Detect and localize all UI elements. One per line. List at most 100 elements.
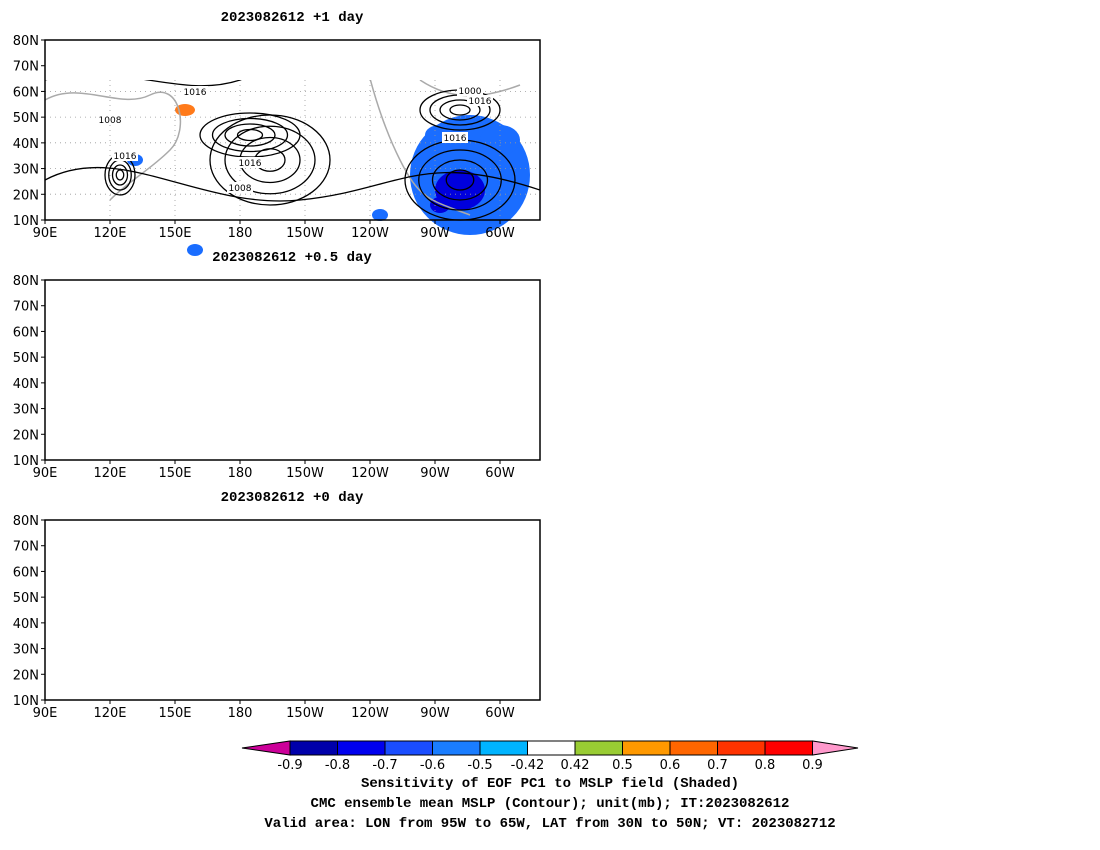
strong-positive-area bbox=[145, 588, 175, 612]
lon-tick-label: 90W bbox=[420, 466, 450, 481]
contour-label: 1016 bbox=[444, 134, 467, 144]
contour-label-bg bbox=[421, 610, 447, 621]
lon-tick-label: 90E bbox=[33, 226, 58, 241]
isobar bbox=[385, 586, 415, 624]
graticule bbox=[45, 520, 540, 700]
lat-tick-label: 30N bbox=[13, 403, 39, 418]
lon-tick-label: 180 bbox=[228, 226, 253, 241]
lon-tick-label: 150E bbox=[158, 466, 191, 481]
positive-sensitivity-area bbox=[365, 439, 375, 447]
mslp-contours bbox=[45, 290, 540, 445]
lat-tick-label: 40N bbox=[13, 137, 39, 152]
caption-line-1: Sensitivity of EOF PC1 to MSLP field (Sh… bbox=[360, 776, 740, 792]
contour-label-bg bbox=[97, 114, 123, 125]
contour-label: 1016 bbox=[307, 317, 330, 327]
map-panel-3: 2023082612 +0 day10161016100810001008100… bbox=[13, 490, 541, 721]
isobar bbox=[55, 350, 85, 380]
panel-title: 2023082612 +1 day bbox=[221, 10, 364, 26]
isobar bbox=[45, 648, 540, 681]
contour-label-bg bbox=[467, 95, 493, 106]
colorbar-bin bbox=[479, 740, 528, 756]
isobar bbox=[248, 546, 293, 614]
contour-label-bg bbox=[412, 563, 438, 574]
contour-label: 1008 bbox=[414, 565, 437, 575]
colorbar-bin bbox=[622, 740, 671, 756]
contour-label: 1016 bbox=[189, 341, 212, 351]
negative-sensitivity-area bbox=[284, 560, 296, 570]
lon-tick-label: 60W bbox=[485, 706, 515, 721]
isobar bbox=[59, 354, 82, 377]
strong-positive-area bbox=[167, 580, 183, 590]
contour-label-bg bbox=[344, 541, 370, 552]
isobar bbox=[415, 290, 495, 330]
isobar bbox=[445, 305, 465, 315]
strong-positive-area bbox=[174, 350, 186, 360]
contour-label-bg bbox=[402, 557, 428, 568]
contour-label-bg bbox=[337, 80, 363, 82]
isobar bbox=[449, 104, 471, 116]
contour-label-bg bbox=[112, 150, 138, 161]
contour-label-bg bbox=[182, 86, 208, 97]
lon-tick-label: 150W bbox=[286, 466, 324, 481]
isobar bbox=[410, 355, 510, 445]
lat-tick-label: 60N bbox=[13, 565, 39, 580]
lat-tick-label: 40N bbox=[13, 617, 39, 632]
contour-label: 1008 bbox=[414, 333, 437, 343]
colorbar-under-triangle bbox=[241, 740, 291, 756]
isobar bbox=[260, 383, 280, 398]
isobar bbox=[431, 159, 489, 201]
contour-label-bg bbox=[127, 339, 153, 350]
lon-tick-label: 120W bbox=[351, 226, 389, 241]
coastline bbox=[45, 280, 520, 455]
contour-label: 1008 bbox=[432, 373, 455, 383]
contour-label: 1008 bbox=[259, 602, 282, 612]
isobar bbox=[240, 535, 300, 625]
colorbar-tick-label: 0.7 bbox=[707, 758, 728, 773]
caption-line-2: CMC ensemble mean MSLP (Contour); unit(m… bbox=[310, 796, 790, 812]
colorbar-tick-label: -0.8 bbox=[325, 758, 350, 773]
isobar bbox=[444, 541, 467, 550]
colorbar-tick-label: 0.6 bbox=[660, 758, 681, 773]
map-panel-2: 2023082612 +0.5 day 1008 1016 1016 1008 1016 1… bbox=[13, 250, 541, 481]
isobar bbox=[423, 366, 498, 434]
lon-tick-label: 180 bbox=[228, 466, 253, 481]
lat-tick-label: 20N bbox=[13, 428, 39, 443]
isobar bbox=[380, 580, 420, 630]
lat-tick-label: 50N bbox=[13, 591, 39, 606]
isobar bbox=[250, 375, 290, 405]
isobar bbox=[63, 358, 78, 373]
contour-label: 1016 bbox=[469, 97, 492, 107]
lat-tick-label: 30N bbox=[13, 163, 39, 178]
contour-label-bg bbox=[122, 638, 148, 649]
lat-tick-label: 10N bbox=[13, 694, 39, 709]
colorbar-tick-label: -0.5 bbox=[467, 758, 492, 773]
isobar bbox=[45, 539, 540, 566]
contour-label: 1008 bbox=[339, 73, 362, 83]
contour-label-bg bbox=[365, 357, 391, 368]
negative-sensitivity-area bbox=[50, 358, 80, 382]
colorbar-bin bbox=[432, 740, 481, 756]
lat-tick-label: 60N bbox=[13, 85, 39, 100]
negative-sensitivity-area bbox=[187, 244, 203, 256]
mslp-contours bbox=[45, 527, 540, 681]
strong-negative-area bbox=[438, 372, 462, 388]
isobar bbox=[458, 655, 482, 675]
lon-tick-label: 60W bbox=[485, 226, 515, 241]
contour-label: 1016 bbox=[184, 88, 207, 98]
contour-label: 1016 bbox=[114, 152, 137, 162]
contour-label-bg bbox=[257, 600, 283, 611]
lon-tick-label: 90W bbox=[420, 706, 450, 721]
isobar bbox=[246, 310, 314, 370]
isobar bbox=[66, 361, 74, 369]
lon-tick-label: 150E bbox=[158, 706, 191, 721]
contour-label-bg bbox=[55, 571, 81, 582]
lon-tick-label: 120E bbox=[93, 466, 126, 481]
isobar bbox=[263, 569, 278, 592]
contour-label: 1008 bbox=[57, 573, 80, 583]
contour-label: 1016 bbox=[199, 620, 222, 630]
isobar bbox=[258, 320, 303, 360]
lat-tick-label: 20N bbox=[13, 188, 39, 203]
lat-tick-label: 70N bbox=[13, 60, 39, 75]
positive-sensitivity-area bbox=[105, 38, 135, 46]
strong-positive-area bbox=[394, 619, 410, 635]
